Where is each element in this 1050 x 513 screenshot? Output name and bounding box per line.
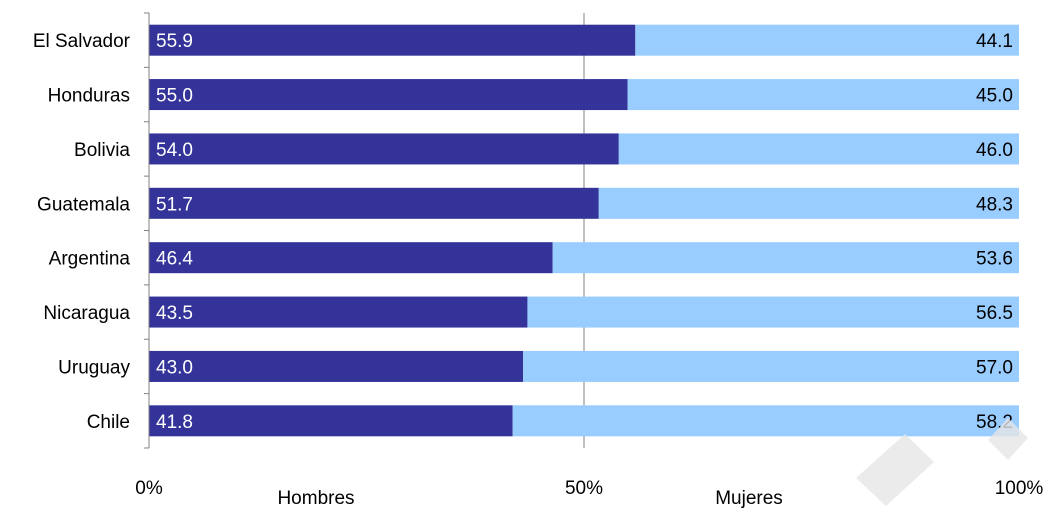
bar-mujeres — [598, 187, 1019, 219]
bar-hombres — [149, 24, 636, 56]
legend-layer: Hombres Mujeres — [277, 418, 1028, 509]
bar-hombres — [149, 79, 628, 111]
bar-hombres — [149, 296, 528, 328]
category-label: Bolivia — [74, 140, 130, 161]
category-label: Honduras — [48, 86, 130, 107]
data-label-mujeres: 53.6 — [976, 249, 1013, 270]
axes-layer: El Salvador Honduras Bolivia Guatemala Argen… — [33, 12, 1044, 499]
data-label-mujeres: 46.0 — [976, 140, 1013, 161]
category-label: Guatemala — [37, 194, 130, 215]
x-tick-label: 100% — [995, 478, 1044, 499]
labels-layer: 55.9 44.1 55.0 45.0 54.0 46.0 51.7 48.3 46.4 53.6… — [156, 31, 1013, 433]
bar-hombres — [149, 187, 599, 219]
category-label: Chile — [87, 412, 130, 433]
data-label-mujeres: 57.0 — [976, 357, 1013, 378]
bar-hombres — [149, 405, 513, 437]
data-label-hombres: 54.0 — [156, 140, 193, 161]
bar-hombres — [149, 242, 553, 274]
legend-label-mujeres: Mujeres — [715, 488, 783, 508]
data-label-hombres: 43.5 — [156, 303, 193, 324]
bar-mujeres — [527, 296, 1019, 328]
bar-mujeres — [523, 350, 1019, 382]
data-label-hombres: 41.8 — [156, 412, 193, 433]
data-label-mujeres: 48.3 — [976, 194, 1013, 215]
data-label-mujeres: 56.5 — [976, 303, 1013, 324]
bar-hombres — [149, 133, 619, 165]
bar-mujeres — [635, 24, 1019, 56]
data-label-hombres: 55.0 — [156, 86, 193, 107]
data-label-hombres: 43.0 — [156, 357, 193, 378]
bar-mujeres — [512, 405, 1019, 437]
legend-label-hombres: Hombres — [277, 488, 354, 508]
bar-mujeres — [618, 133, 1019, 165]
category-label: El Salvador — [33, 31, 131, 52]
data-label-mujeres: 45.0 — [976, 86, 1013, 107]
watermark-shape — [856, 434, 934, 506]
bar-mujeres — [552, 242, 1019, 274]
x-tick-label: 50% — [565, 478, 603, 499]
bar-mujeres — [627, 79, 1019, 111]
bar-hombres — [149, 350, 524, 382]
data-label-hombres: 46.4 — [156, 249, 193, 270]
data-label-hombres: 55.9 — [156, 31, 193, 52]
watermark-shape — [988, 418, 1028, 460]
data-label-mujeres: 44.1 — [976, 31, 1013, 52]
data-label-hombres: 51.7 — [156, 194, 193, 215]
category-label: Nicaragua — [43, 303, 130, 324]
x-tick-label: 0% — [135, 478, 163, 499]
category-label: Uruguay — [58, 357, 130, 378]
category-label: Argentina — [49, 249, 131, 270]
bars-layer — [149, 24, 1019, 437]
